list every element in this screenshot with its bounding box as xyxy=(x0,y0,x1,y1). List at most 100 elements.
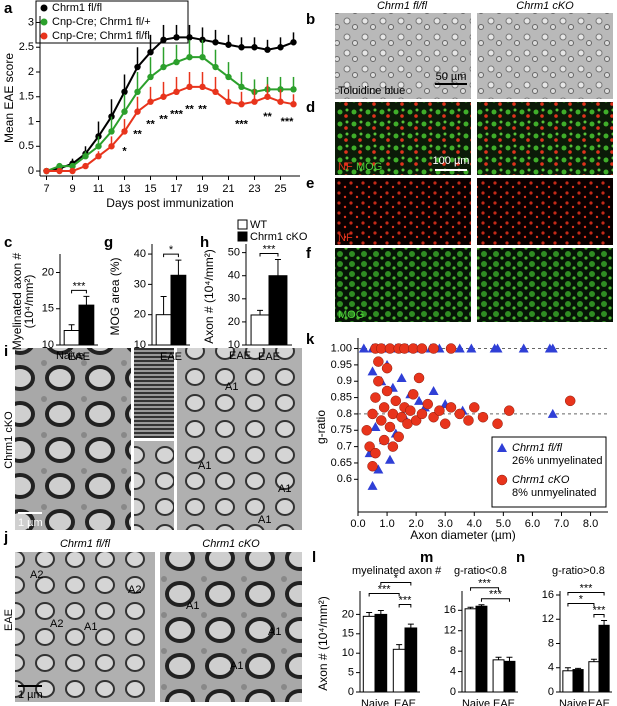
point xyxy=(251,98,258,105)
panel-letter: g xyxy=(104,234,113,251)
y-axis-label: (10⁴/mm²) xyxy=(22,275,36,329)
bar xyxy=(475,605,488,693)
error-bar xyxy=(377,610,384,615)
x-tick-label: Naive xyxy=(462,698,490,706)
point xyxy=(503,405,515,416)
point xyxy=(358,343,369,353)
significance-bracket xyxy=(593,613,605,618)
error-bar xyxy=(160,296,167,315)
point xyxy=(95,152,102,160)
point xyxy=(518,343,529,353)
point xyxy=(390,395,402,407)
stain-label: Toluidine blue xyxy=(338,85,405,97)
image-header: Naive xyxy=(56,350,84,362)
legend-note: 26% unmyelinated xyxy=(512,455,603,467)
point xyxy=(160,36,167,44)
significance-label: *** xyxy=(378,583,392,595)
column-header: Chrm1 fl/fl xyxy=(377,0,428,12)
point xyxy=(361,425,372,436)
y-tick-label: 10 xyxy=(42,339,54,351)
annotation: * xyxy=(122,146,127,158)
em-panels: Chrm1 cKO Naive EAE A1 A1 A1 A1 1 µm EAE… xyxy=(3,348,302,702)
point xyxy=(454,343,465,353)
y-axis-label: Axon # (10⁴/mm²) xyxy=(316,596,330,691)
point xyxy=(121,108,128,115)
y-tick-label: 0.95 xyxy=(331,359,352,371)
x-tick-label: 3.0 xyxy=(438,518,453,530)
side-label: EAE xyxy=(3,609,15,631)
point xyxy=(454,408,465,420)
point xyxy=(108,128,115,135)
point xyxy=(56,167,63,175)
point xyxy=(173,34,180,41)
error-bar xyxy=(274,259,281,276)
y-tick-label: 20 xyxy=(342,608,354,620)
point xyxy=(264,46,271,53)
point xyxy=(367,408,378,420)
annotation: ** xyxy=(133,128,142,140)
significance-label: *** xyxy=(399,594,413,606)
bar xyxy=(588,661,600,693)
x-tick-label: 17 xyxy=(170,183,182,195)
y-tick-label: 12 xyxy=(542,613,554,625)
point xyxy=(463,415,474,426)
point xyxy=(416,408,428,420)
y-tick-label: 8 xyxy=(450,645,456,657)
stain-label: NF xyxy=(338,161,353,173)
point xyxy=(238,44,245,51)
error-bar xyxy=(175,259,182,276)
axon-label: A1 xyxy=(278,483,291,495)
point xyxy=(134,108,141,115)
legend-label: Cnp-Cre; Chrm1 fl/+ xyxy=(52,16,151,28)
panel-letter: c xyxy=(4,234,12,251)
point xyxy=(277,44,284,51)
y-tick-label: 2.5 xyxy=(19,41,34,53)
point xyxy=(367,460,378,472)
point xyxy=(416,343,428,354)
legend-label: Chrm1 fl/fl xyxy=(52,2,102,14)
point xyxy=(370,447,381,459)
significance-label: *** xyxy=(73,280,87,292)
y-tick-label: 10 xyxy=(228,339,240,351)
x-tick-label: 9 xyxy=(69,183,75,195)
bar xyxy=(572,669,584,693)
error-bar xyxy=(495,656,502,660)
significance-bracket xyxy=(480,598,510,602)
significance-label: * xyxy=(394,572,399,584)
panel-letter: l xyxy=(312,549,316,566)
x-tick-label: 13 xyxy=(118,183,130,195)
point xyxy=(225,98,232,105)
chart-title: g-ratio<0.8 xyxy=(454,565,507,577)
point xyxy=(147,48,154,56)
y-tick-label: 0 xyxy=(450,686,456,698)
y-tick-label: 5 xyxy=(348,667,354,679)
y-tick-label: 1.5 xyxy=(19,91,34,103)
point xyxy=(212,63,219,71)
point xyxy=(43,167,50,175)
legend-note: 8% unmyelinated xyxy=(512,487,596,499)
legend-swatch xyxy=(237,231,248,242)
bar xyxy=(492,659,505,693)
point xyxy=(428,343,439,354)
point xyxy=(405,405,416,416)
point xyxy=(434,405,445,416)
image xyxy=(335,102,471,175)
x-tick-label: 8.0 xyxy=(583,518,598,530)
y-tick-label: 3 xyxy=(28,16,34,28)
chart-title: myelinated axon # xyxy=(352,565,442,577)
point xyxy=(373,356,384,367)
y-tick-label: 4 xyxy=(450,665,456,677)
significance-bracket xyxy=(71,289,87,294)
bar xyxy=(598,624,610,693)
panel-letter: k xyxy=(306,331,315,348)
y-tick-label: 0 xyxy=(348,686,354,698)
point xyxy=(82,162,89,170)
point xyxy=(225,41,232,48)
axon-label: A2 xyxy=(30,569,43,581)
error-bar xyxy=(575,667,582,670)
error-bar xyxy=(396,644,403,650)
annotation: ** xyxy=(198,104,207,116)
bar xyxy=(392,648,406,693)
y-tick-label: 0.5 xyxy=(19,140,34,152)
y-tick-label: 4 xyxy=(548,662,554,674)
